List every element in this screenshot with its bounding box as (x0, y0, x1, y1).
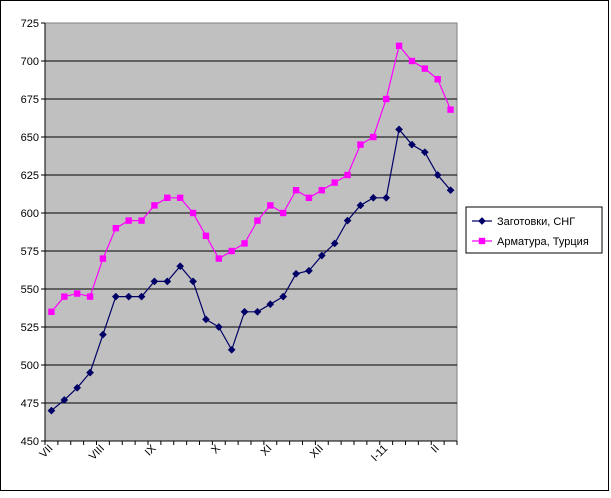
data-point (73, 383, 82, 392)
legend-label: Заготовки, СНГ (497, 216, 575, 228)
y-tick-label: 725 (21, 18, 39, 30)
data-point (357, 141, 364, 148)
y-tick-label: 525 (21, 322, 39, 334)
data-point (99, 255, 107, 262)
data-point (343, 216, 352, 225)
legend-box (465, 206, 603, 254)
data-point (279, 209, 287, 217)
data-point (420, 148, 429, 157)
series-armatura-turkey (48, 42, 454, 315)
data-point (86, 368, 95, 377)
data-point (214, 323, 223, 331)
data-point (163, 277, 172, 286)
data-point (330, 239, 339, 248)
y-tick-label: 500 (21, 360, 39, 372)
data-point (61, 293, 68, 300)
data-point (176, 194, 184, 201)
data-point (202, 232, 210, 239)
y-tick-label: 700 (21, 56, 39, 68)
y-tick-label: 450 (21, 436, 39, 448)
data-point (228, 247, 235, 255)
data-point (151, 202, 158, 209)
data-point (150, 277, 159, 286)
legend-label: Арматура, Турция (497, 236, 589, 248)
data-point (266, 300, 275, 309)
legend: Заготовки, СНГ Арматура, Турция (465, 206, 603, 254)
data-point (447, 106, 454, 113)
data-point (382, 95, 390, 103)
y-tick-label: 625 (21, 170, 39, 182)
y-tick-label: 475 (21, 398, 39, 410)
data-point (395, 42, 403, 49)
legend-items: Заготовки, СНГ Арматура, Турция (472, 216, 589, 248)
series-layer (47, 42, 455, 415)
data-point (395, 125, 404, 134)
legend-item: Заготовки, СНГ (472, 216, 575, 228)
data-point (292, 187, 300, 194)
data-point (86, 293, 94, 300)
data-point (407, 140, 416, 149)
data-point (137, 292, 146, 301)
data-point (434, 76, 441, 83)
data-point (241, 240, 248, 247)
data-point (369, 193, 378, 202)
data-point (112, 225, 120, 232)
data-point (98, 330, 107, 339)
data-point (73, 290, 81, 297)
data-point (318, 187, 326, 194)
data-point (240, 307, 249, 316)
data-point (408, 57, 416, 65)
data-point (370, 133, 377, 141)
data-point (433, 171, 442, 179)
legend-item: Арматура, Турция (472, 236, 589, 248)
data-point (305, 194, 313, 201)
y-tick-label: 575 (21, 246, 39, 258)
data-point (227, 345, 236, 354)
data-point (124, 292, 133, 301)
y-tick-label: 675 (21, 94, 39, 106)
data-point (164, 194, 171, 201)
data-point (331, 179, 338, 186)
y-tick-label: 550 (21, 284, 39, 296)
data-point (215, 255, 223, 262)
data-point (201, 315, 210, 324)
data-point (446, 186, 455, 195)
data-point (254, 217, 261, 224)
data-point (304, 266, 313, 275)
data-point (60, 396, 69, 404)
data-point (267, 202, 274, 209)
data-point (317, 251, 326, 260)
data-point (356, 201, 365, 210)
data-point (111, 292, 120, 301)
data-point (344, 171, 351, 179)
data-point (125, 217, 132, 224)
data-point (253, 307, 262, 316)
data-point (138, 217, 145, 224)
data-point (189, 277, 198, 286)
series-zagotovki-sng (47, 125, 455, 415)
data-point (421, 65, 429, 72)
data-point (189, 209, 197, 217)
legend-marker (478, 217, 486, 225)
data-point (292, 269, 301, 278)
legend-marker (478, 237, 486, 245)
y-axis: 450 475 500 525 550 575 600 625 650 675 700 725 (21, 18, 46, 448)
data-point (382, 193, 391, 202)
data-point (48, 308, 55, 315)
data-point (176, 262, 185, 271)
y-tick-label: 600 (21, 208, 39, 220)
data-point (279, 292, 288, 301)
data-point (47, 406, 56, 415)
y-tick-label: 650 (21, 132, 39, 144)
